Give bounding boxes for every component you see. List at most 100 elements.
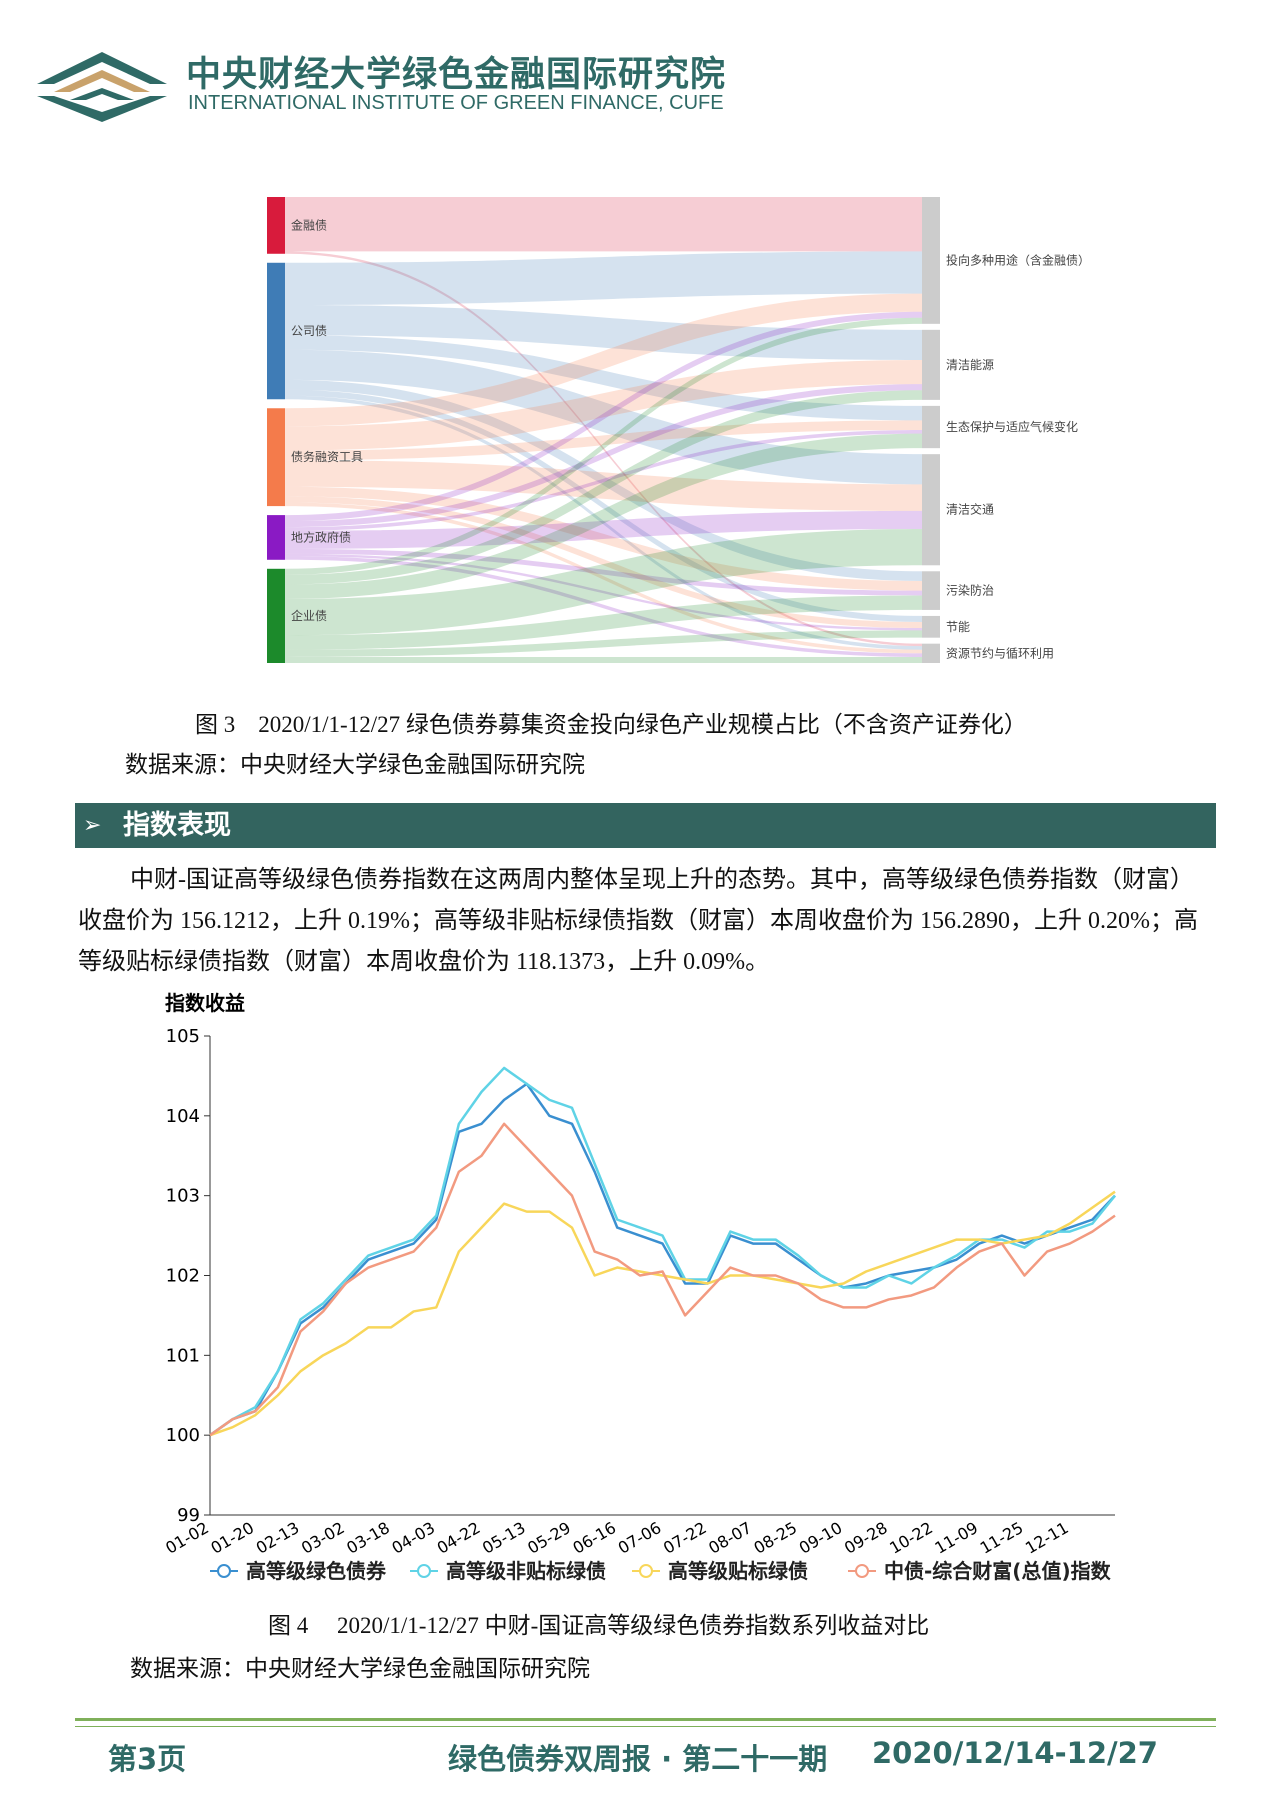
sankey-link [285, 630, 922, 657]
sankey-link [285, 389, 922, 622]
header-title: 中央财经大学绿色金融国际研究院 [186, 55, 727, 95]
sankey-link [285, 420, 922, 461]
sankey-link [285, 496, 922, 629]
x-tick-label: 11-25 [977, 1518, 1027, 1558]
sankey-link [285, 311, 922, 522]
x-tick-label: 09-28 [841, 1518, 891, 1558]
node-label: 清洁交通 [946, 502, 994, 517]
footer-page: 第3页 [108, 1742, 187, 1776]
series-line [209, 1082, 1116, 1437]
node-label: 金融债 [291, 217, 327, 232]
node-label: 企业债 [291, 608, 327, 623]
node-label: 公司债 [291, 324, 327, 338]
sankey-node [267, 515, 285, 560]
sankey-node [922, 571, 940, 610]
series-line [209, 1122, 1116, 1437]
sankey-link [285, 293, 922, 427]
sankey-link [285, 317, 922, 575]
figure-caption: 图 4 2020/1/1-12/27 中财-国证高等级绿色债券指数系列收益对比 [268, 1613, 930, 1638]
footer-title: 绿色债券双周报 · 第二十一期 [448, 1742, 828, 1776]
figure-caption: 图 3 2020/1/1-12/27 绿色债券募集资金投向绿色产业规模占比（不含… [195, 712, 1027, 737]
sankey-node [922, 454, 940, 566]
y-tick-label: 101 [166, 1345, 200, 1366]
sankey-link [285, 656, 922, 663]
node-label: 投向多种用途（含金融债） [946, 252, 1090, 267]
y-axis-title: 指数收益 [165, 991, 245, 1015]
sankey-link [285, 349, 922, 485]
x-tick-label: 12-11 [1022, 1518, 1072, 1558]
y-tick-label: 104 [166, 1106, 200, 1127]
sankey-link [285, 360, 922, 451]
header-subtitle: INTERNATIONAL INSTITUTE OF GREEN FINANCE… [188, 92, 724, 114]
legend-label: 高等级绿色债券 [246, 1559, 387, 1583]
line-chart: 指数收益9910010110210310410501-0201-2002-130… [162, 991, 1116, 1583]
footer-rule [75, 1718, 1216, 1721]
sankey-link [285, 251, 922, 306]
node-label: 清洁能源 [946, 358, 994, 372]
legend-label: 高等级非贴标绿债 [446, 1559, 606, 1583]
legend-marker [417, 1564, 431, 1578]
y-tick-label: 99 [177, 1505, 200, 1526]
sankey-node [267, 197, 285, 254]
footer-rule [75, 1726, 1216, 1727]
x-tick-label: 06-16 [569, 1518, 619, 1558]
sankey-link [285, 433, 922, 599]
x-tick-label: 03-02 [298, 1518, 348, 1558]
sankey-link [285, 395, 922, 650]
section-bar: ➢ 指数表现 [75, 803, 1216, 848]
series-line [209, 1066, 1116, 1437]
x-tick-label: 08-25 [750, 1518, 800, 1558]
x-tick-label: 02-13 [253, 1518, 303, 1558]
x-tick-label: 10-22 [886, 1518, 936, 1558]
figure-source: 数据来源：中央财经大学绿色金融国际研究院 [125, 752, 585, 777]
logo [37, 52, 167, 122]
sankey-link [285, 460, 922, 511]
y-tick-label: 100 [166, 1425, 200, 1446]
sankey-link [285, 595, 922, 650]
sankey-link [285, 548, 922, 596]
sankey-node [922, 643, 940, 663]
sankey-link [285, 390, 922, 585]
legend-marker [217, 1564, 231, 1578]
paragraph: 中财-国证高等级绿色债券指数在这两周内整体呈现上升的态势。其中，高等级绿色债券指… [78, 867, 1198, 975]
series-line [209, 1190, 1116, 1437]
sankey-link [285, 384, 922, 528]
figure-source: 数据来源：中央财经大学绿色金融国际研究院 [130, 1656, 590, 1681]
sankey-node [267, 568, 285, 663]
sankey-node [922, 615, 940, 638]
sankey-node [267, 408, 285, 507]
sankey-link [285, 486, 922, 591]
sankey-link [285, 197, 922, 252]
sankey-node [922, 405, 940, 449]
sankey-link [285, 430, 922, 531]
section-title: 指数表现 [123, 810, 231, 841]
x-tick-label: 08-07 [705, 1518, 755, 1558]
x-tick-label: 05-13 [479, 1518, 529, 1558]
section-arrow: ➢ [83, 813, 102, 838]
node-label: 污染防治 [946, 583, 994, 598]
y-tick-label: 103 [166, 1186, 200, 1207]
x-tick-label: 07-06 [615, 1518, 665, 1558]
legend-marker [855, 1564, 869, 1578]
sankey-link [285, 556, 922, 657]
node-label: 节能 [946, 620, 970, 634]
sankey-link [285, 529, 922, 636]
x-tick-label: 04-03 [388, 1518, 438, 1558]
x-tick-label: 11-09 [931, 1518, 981, 1558]
sankey-link [285, 305, 922, 361]
footer-date: 2020/12/14-12/27 [872, 1736, 1158, 1770]
node-label: 资源节约与循环利用 [946, 645, 1054, 660]
legend-label: 高等级贴标绿债 [668, 1559, 808, 1583]
legend-marker [639, 1564, 653, 1578]
sankey-link [285, 553, 922, 631]
x-tick-label: 09-10 [796, 1518, 846, 1558]
sankey-node [922, 197, 940, 324]
sankey-link [285, 251, 922, 647]
sankey-link [285, 379, 922, 581]
sankey-node [922, 329, 940, 400]
x-tick-label: 01-20 [207, 1518, 257, 1558]
x-tick-label: 05-29 [524, 1518, 574, 1558]
legend-label: 中债-综合财富(总值)指数 [884, 1559, 1112, 1583]
